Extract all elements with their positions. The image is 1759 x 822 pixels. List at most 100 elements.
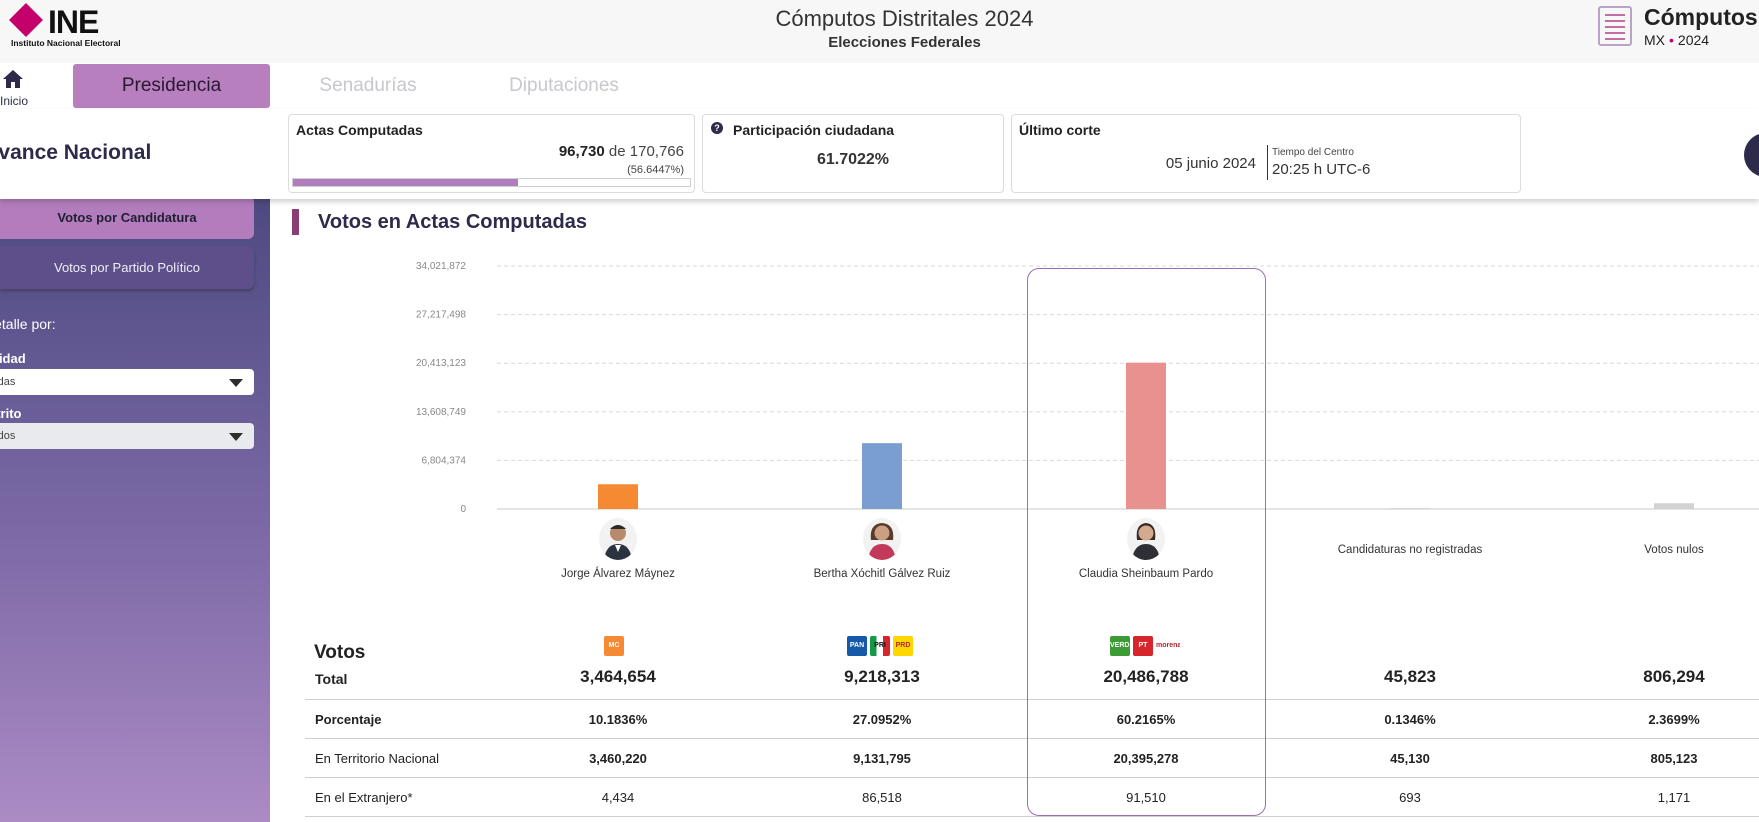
candidate-name: Votos nulos [1644, 544, 1704, 556]
party-logo-verde: VERDE [1110, 636, 1130, 656]
y-tick-label: 0 [460, 504, 466, 515]
party-logo-pt: PT [1133, 636, 1153, 656]
actas-percent: (56.6447%) [627, 164, 684, 176]
site-title: Cómputos Distritales 2024 [775, 6, 1034, 31]
candidate-2[interactable]: Claudia Sheinbaum Pardo [1014, 518, 1278, 580]
row-label: En el Extranjero* [315, 790, 413, 805]
table-heading: Votos [314, 642, 366, 663]
party-logo-pri: PRI [870, 636, 890, 656]
sidebar: Votos por Candidatura Votos por Partido … [0, 196, 270, 822]
y-tick-label: 20,413,123 [416, 358, 466, 369]
corte-title: Último corte [1019, 122, 1101, 138]
table-cell: 45,130 [1390, 751, 1430, 766]
actas-total: 170,766 [629, 143, 684, 160]
table-cell: 806,294 [1643, 667, 1705, 686]
candidate-name: Jorge Álvarez Máynez [561, 568, 675, 580]
votos-por-partido-button[interactable]: Votos por Partido Político [0, 246, 254, 289]
section-title: Votos en Actas Computadas [292, 209, 587, 235]
actas-progress-fill [293, 179, 518, 186]
actas-computed: 96,730 [558, 143, 605, 160]
participacion-title: Participación ciudadana [733, 122, 895, 138]
help-icon[interactable]: ? [711, 122, 723, 134]
candidate-1[interactable]: Bertha Xóchitl Gálvez Ruiz [750, 518, 1014, 580]
row-label: Total [315, 671, 348, 687]
home-button[interactable]: Inicio [0, 65, 40, 109]
party-logo-pan: PAN [847, 636, 867, 656]
candidate-photo [1127, 518, 1165, 560]
ine-logo-subtitle: Instituto Nacional Electoral [11, 38, 121, 48]
actas-computadas-card: Actas Computadas 96,730 de 170,766 (56.6… [288, 114, 695, 193]
table-cell: 91,510 [1126, 790, 1166, 805]
corte-timezone: Tiempo del Centro [1272, 147, 1354, 158]
ambito-title: Avance Nacional [0, 141, 152, 164]
y-tick-label: 27,217,498 [416, 310, 466, 321]
actas-connector: de [608, 143, 626, 160]
detalle-label: Detalle por: [0, 316, 56, 332]
candidate-name: Bertha Xóchitl Gálvez Ruiz [813, 568, 951, 580]
brand-year: 2024 [1677, 32, 1710, 48]
candidate-name: Candidaturas no registradas [1337, 544, 1483, 556]
ine-logo[interactable]: INE Instituto Nacional Electoral [9, 3, 150, 48]
computos-brand[interactable]: Cómputos MX • 2024 [1598, 4, 1759, 54]
home-label: Inicio [0, 94, 29, 108]
bar-0 [598, 484, 638, 509]
brand-mx: MX [1644, 32, 1665, 48]
candidate-0[interactable]: Jorge Álvarez Máynez [486, 518, 750, 580]
row-label: En Territorio Nacional [315, 751, 440, 766]
table-cell: 45,823 [1384, 667, 1436, 686]
table-cell: 27.0952% [852, 712, 912, 727]
distrito-select-value: Todos [0, 430, 16, 442]
party-logo-morena: morena [1156, 636, 1180, 656]
actas-value: 96,730 de 170,766 [559, 143, 684, 160]
bar-4 [1654, 503, 1694, 509]
candidate-4[interactable]: Votos nulos [1542, 520, 1759, 556]
participacion-card: ? Participación ciudadana 61.7022% [702, 114, 1004, 193]
floating-round-button[interactable] [1744, 133, 1759, 177]
y-tick-label: 13,608,749 [416, 407, 466, 418]
party-logos-1: PAN PRI PRD [847, 636, 913, 656]
y-tick-label: 6,804,374 [422, 455, 467, 466]
table-cell: 4,434 [601, 790, 635, 805]
corte-separator [1267, 145, 1268, 180]
y-tick-label: 34,021,872 [416, 261, 466, 272]
entidad-label: Entidad [0, 351, 26, 366]
table-row: Porcentaje 10.1836% 27.0952% 60.2165% 0.… [305, 700, 1759, 739]
tab-senadurias[interactable]: Senadurías [319, 75, 417, 96]
document-list-icon [1598, 6, 1632, 46]
corte-time: 20:25 h UTC-6 [1272, 161, 1371, 178]
table-cell: 805,123 [1650, 751, 1698, 766]
candidate-photo [863, 518, 901, 560]
table-row-total: Total 3,464,654 9,218,313 20,486,788 45,… [305, 655, 1759, 700]
votos-por-candidatura-button[interactable]: Votos por Candidatura [0, 196, 254, 239]
brand-title: Cómputos [1644, 4, 1758, 30]
site-subtitle: Elecciones Federales [828, 34, 981, 51]
top-bar: INE Instituto Nacional Electoral Cómputo… [0, 0, 1759, 63]
tab-diputaciones[interactable]: Diputaciones [509, 75, 619, 96]
corte-date: 05 junio 2024 [1165, 155, 1256, 172]
candidate-3[interactable]: Candidaturas no registradas [1278, 520, 1542, 556]
brand-subtitle: MX • 2024 [1644, 32, 1709, 48]
party-logo-mc: MC [604, 636, 624, 656]
bar-2 [1126, 362, 1166, 509]
info-strip: Avance Nacional Actas Computadas 96,730 … [0, 109, 1759, 199]
distrito-select[interactable]: Todos [0, 423, 254, 449]
home-icon [3, 70, 23, 88]
nav-row: Inicio Presidencia Senadurías Diputacion… [0, 63, 1759, 109]
table-cell: 3,460,220 [589, 751, 647, 766]
party-logos-2: VERDEPTmorena [1110, 636, 1180, 656]
table-cell: 20,395,278 [1113, 751, 1179, 766]
table-cell: 2.3699% [1648, 712, 1700, 727]
bar-1 [862, 443, 902, 509]
table-row: En el Extranjero* 4,434 86,518 91,510 69… [305, 778, 1759, 817]
entidad-select[interactable]: Todas [0, 369, 254, 395]
tab-presidencia[interactable]: Presidencia [73, 64, 270, 108]
table-cell: 693 [1399, 790, 1421, 805]
table-cell: 9,131,795 [853, 751, 911, 766]
entidad-select-value: Todas [0, 376, 16, 388]
table-cell: 0.1346% [1384, 712, 1436, 727]
votes-bar-chart: 0 6,804,374 13,608,749 20,413,123 27,217,498… [416, 261, 1759, 515]
table-cell: 60.2165% [1116, 712, 1176, 727]
bar-3 [1390, 508, 1430, 509]
row-label: Porcentaje [315, 712, 382, 727]
chevron-down-icon [229, 433, 243, 441]
